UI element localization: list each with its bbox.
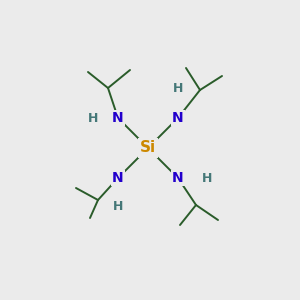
Text: H: H <box>173 82 183 95</box>
Text: H: H <box>202 172 212 184</box>
Text: Si: Si <box>140 140 156 155</box>
Text: N: N <box>112 171 124 185</box>
Text: H: H <box>88 112 98 124</box>
Text: H: H <box>113 200 123 213</box>
Text: N: N <box>112 111 124 125</box>
Text: N: N <box>172 171 184 185</box>
Text: N: N <box>172 111 184 125</box>
